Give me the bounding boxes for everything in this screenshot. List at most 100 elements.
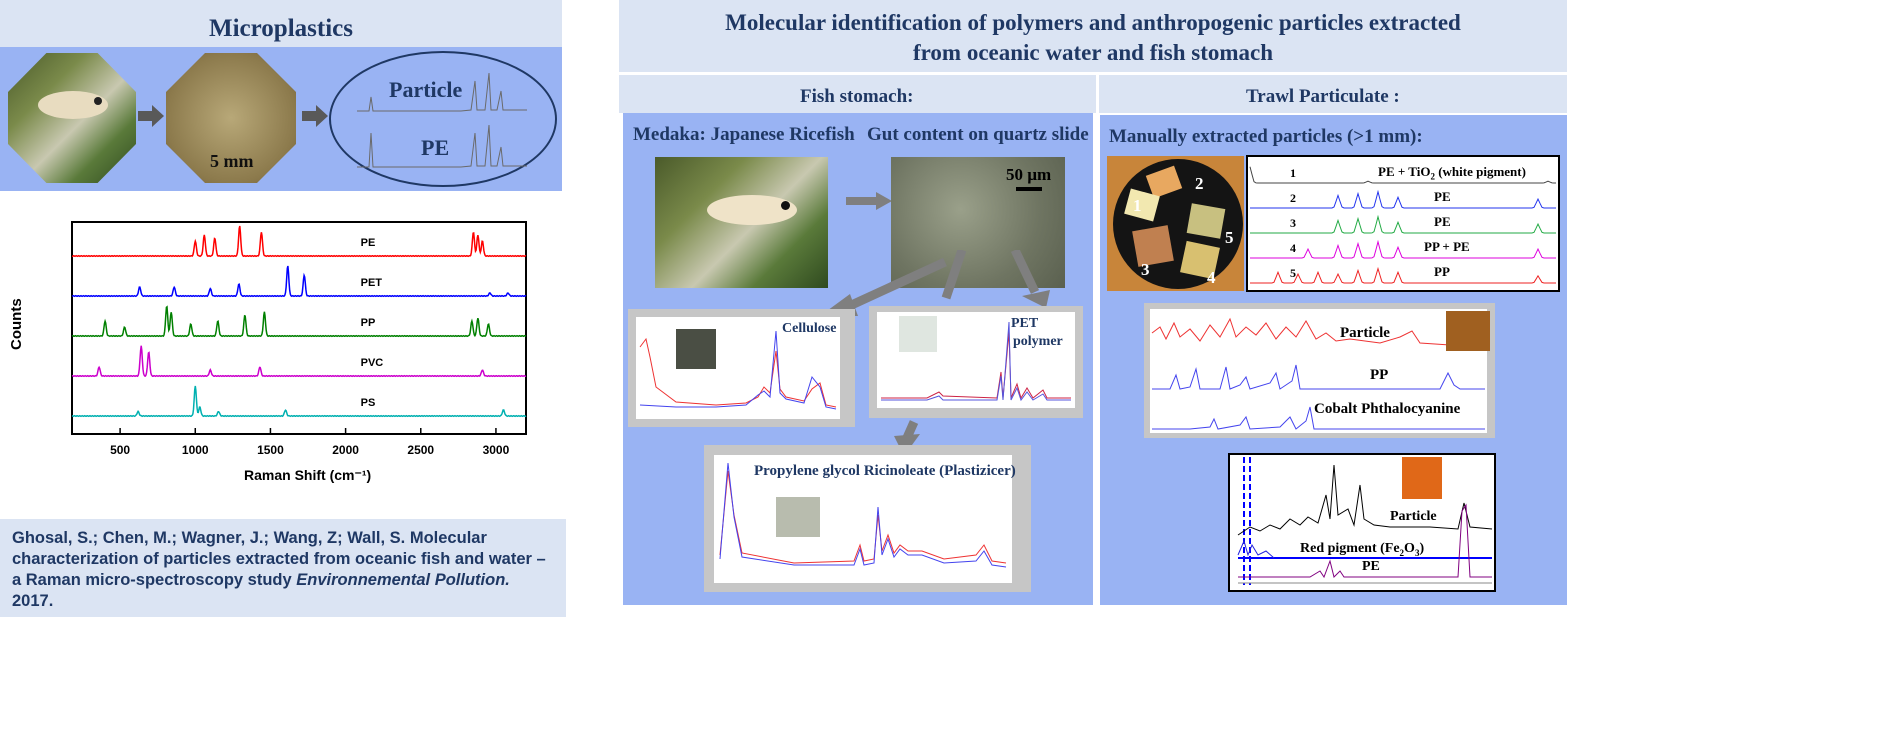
plasticizer-label: Propylene glycol Ricinoleate (Plastizice… xyxy=(754,463,1016,479)
series-pvc-line xyxy=(71,345,527,378)
particle-number-1: 1 xyxy=(1133,196,1142,215)
particle-number-3: 3 xyxy=(1141,260,1150,279)
particle-4-spectrum xyxy=(1250,239,1556,259)
cellulose-thumbnail xyxy=(676,329,716,369)
citation-box: Ghosal, S.; Chen, M.; Wagner, J.; Wang, … xyxy=(0,519,566,617)
arrow-right-icon xyxy=(138,105,164,127)
cellulose-panel: Cellulose xyxy=(628,309,855,427)
pigment-particle-label: Particle xyxy=(1390,509,1437,524)
scale-label-5mm: 5 mm xyxy=(210,151,254,171)
cellulose-spectrum xyxy=(639,330,837,410)
cellulose-label: Cellulose xyxy=(782,321,837,336)
red-pigment-label: Red pigment (Fe2O3) xyxy=(1300,541,1425,558)
plasticizer-thumbnail xyxy=(776,497,820,537)
microplastics-header: Microplastics xyxy=(0,0,562,47)
pet-spectrum xyxy=(881,321,1071,402)
pet-panel: PET polymer xyxy=(869,306,1083,418)
pigment-pe-label: PE xyxy=(1362,559,1380,574)
series-pet-line xyxy=(71,265,527,298)
particle-number-4: 4 xyxy=(1207,268,1216,287)
orange-particle-thumbnail xyxy=(1446,311,1490,351)
scale-label-50um: 50 µm xyxy=(1006,165,1052,184)
oval-particle-label: Particle xyxy=(389,77,463,102)
x-tick-label: 500 xyxy=(110,443,130,457)
citation-year: 2017. xyxy=(12,592,54,610)
particle-number-2: 2 xyxy=(1195,174,1204,193)
trawl-header: Trawl Particulate : xyxy=(1246,86,1400,107)
x-tick-label: 3000 xyxy=(483,443,510,457)
spectrum-oval: Particle PE xyxy=(329,51,557,187)
raman-chart-svg: PE PET PP PVC PS 500 1000 1500 2000 2500 3000 xyxy=(71,221,527,457)
series-pe-label: PE xyxy=(361,237,376,249)
spectrum-label-4: PP + PE xyxy=(1424,239,1470,254)
series-pp-label: PP xyxy=(361,317,376,329)
series-ps-line xyxy=(71,385,527,418)
scale-bar xyxy=(1016,187,1042,191)
match-panel: Particle PP Cobalt Phthalocyanine xyxy=(1144,303,1495,438)
raman-shift-axis-label: Raman Shift (cm⁻¹) xyxy=(244,467,372,483)
spectrum-label-2: PE xyxy=(1434,189,1451,204)
spectrum-number-4: 4 xyxy=(1290,241,1296,255)
arrow-right-icon xyxy=(302,105,328,127)
particle-5-spectrum xyxy=(1250,266,1556,284)
spectrum-number-3: 3 xyxy=(1290,216,1296,230)
particle-dish-photo: 1 2 5 3 4 xyxy=(1107,156,1244,291)
match-spectra xyxy=(1151,317,1485,430)
particle-2-spectrum xyxy=(1250,189,1556,209)
pigment-panel: Particle Red pigment (Fe2O3) PE xyxy=(1228,453,1496,592)
x-tick-label: 2500 xyxy=(407,443,434,457)
particle-number-5: 5 xyxy=(1225,228,1234,247)
fish-photo xyxy=(8,53,136,183)
match-cobalt-label: Cobalt Phthalocyanine xyxy=(1314,401,1461,417)
series-pet-label: PET xyxy=(361,277,383,289)
oval-pe-label: PE xyxy=(421,135,450,160)
match-particle-label: Particle xyxy=(1340,325,1390,341)
x-tick-label: 1500 xyxy=(257,443,284,457)
particle-1-spectrum xyxy=(1249,166,1556,184)
citation-journal: Environnemental Pollution. xyxy=(296,571,510,589)
match-pp-label: PP xyxy=(1370,367,1389,383)
pet-label-line-2: polymer xyxy=(1013,334,1063,349)
series-pe-line xyxy=(71,225,527,258)
series-ps-label: PS xyxy=(361,397,376,409)
microplastics-title: Microplastics xyxy=(209,15,353,42)
oval-spectra xyxy=(357,72,527,168)
pet-thumbnail xyxy=(899,316,937,352)
pet-label-line-1: PET xyxy=(1011,316,1039,331)
fish-stomach-header: Fish stomach: xyxy=(800,86,914,107)
spectrum-label-5: PP xyxy=(1434,264,1450,279)
spectrum-label-1: PE + TiO2 (white pigment) xyxy=(1378,164,1526,182)
spectrum-number-1: 1 xyxy=(1290,166,1296,180)
counts-axis-label: Counts xyxy=(8,298,25,350)
main-title-box: Molecular identification of polymers and… xyxy=(619,0,1567,72)
plasticizer-spectrum xyxy=(719,462,1007,568)
particle-3-spectrum xyxy=(1250,214,1556,234)
particle-spectra-box: 1 PE + TiO2 (white pigment) 2 PE 3 PE 4 PP + PE… xyxy=(1246,155,1560,292)
medaka-photo xyxy=(655,157,828,288)
main-title-line-2: from oceanic water and fish stomach xyxy=(912,40,1274,65)
series-pp-line xyxy=(71,305,527,338)
citation-authors: Ghosal, S.; Chen, M.; Wagner, J.; Wang, … xyxy=(12,529,546,589)
gut-content-photo: 5 mm xyxy=(166,53,296,183)
raman-chart: PE PET PP PVC PS 500 1000 1500 2000 2500 3000 Cou… xyxy=(8,212,550,492)
red-particle-thumbnail xyxy=(1402,457,1442,499)
particle-spectra-svg xyxy=(1249,166,1556,284)
microplastics-panel: 5 mm Particle PE xyxy=(0,47,562,191)
plasticizer-panel: Propylene glycol Ricinoleate (Plastizice… xyxy=(704,445,1031,592)
manual-extraction-label: Manually extracted particles (>1 mm): xyxy=(1109,126,1423,147)
trawl-header-box xyxy=(1099,75,1567,113)
main-title-line-1: Molecular identification of polymers and… xyxy=(725,10,1461,35)
gut-content-label: Gut content on quartz slide xyxy=(867,124,1089,145)
gut-slide-photo: 50 µm xyxy=(891,157,1065,288)
pigment-spectra xyxy=(1237,457,1493,585)
plot-frame xyxy=(71,221,527,435)
medaka-label: Medaka: Japanese Ricefish xyxy=(633,124,855,145)
spectrum-number-5: 5 xyxy=(1290,266,1296,280)
fish-stomach-header-box xyxy=(619,75,1096,113)
x-tick-label: 2000 xyxy=(332,443,359,457)
spectrum-number-2: 2 xyxy=(1290,191,1296,205)
arrow-right-icon xyxy=(846,192,892,210)
spectrum-label-3: PE xyxy=(1434,214,1451,229)
series-pvc-label: PVC xyxy=(361,357,384,369)
x-tick-label: 1000 xyxy=(182,443,209,457)
